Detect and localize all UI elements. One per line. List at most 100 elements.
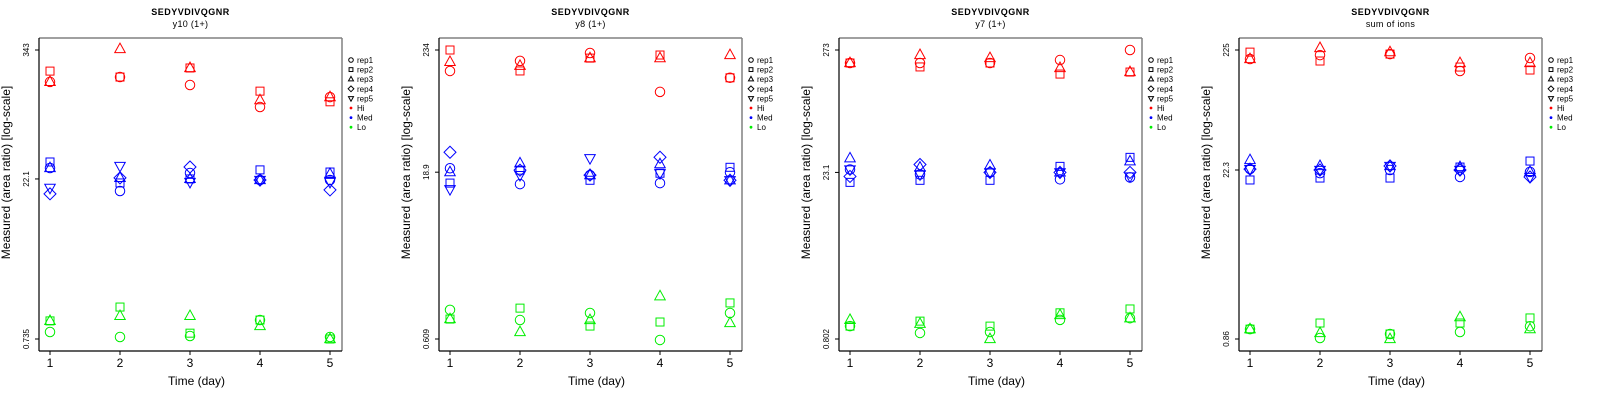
data-point-hi-rep3 (1453, 56, 1467, 68)
legend-triangle-down-icon (1147, 96, 1155, 103)
data-point-lo-rep2 (1525, 313, 1535, 323)
data-point-hi-rep3 (913, 48, 927, 60)
data-point-hi-rep3 (1523, 56, 1537, 68)
data-point-hi-rep3 (1053, 61, 1067, 73)
data-point-lo-rep1 (514, 314, 526, 326)
y-tick-label: 343 (22, 43, 31, 57)
legend-label: Lo (757, 123, 766, 132)
data-point-lo-rep2 (725, 298, 735, 308)
data-point-hi-rep3 (323, 90, 337, 102)
data-point-lo-rep3 (43, 313, 57, 326)
data-point-med-rep1 (584, 169, 596, 181)
data-point-med-rep1 (114, 185, 126, 197)
data-point-med-rep5 (183, 177, 197, 189)
data-point-lo-rep1 (184, 330, 196, 342)
data-point-med-rep5 (843, 165, 857, 177)
data-point-hi-rep2 (45, 66, 55, 76)
legend-label: Med (757, 114, 773, 123)
x-tick-label: 5 (327, 356, 334, 370)
x-tick-label: 3 (187, 356, 194, 370)
data-point-lo-rep3 (113, 309, 127, 321)
legend-circle-icon (1548, 57, 1554, 63)
data-point-hi-rep1 (1384, 48, 1396, 60)
data-point-hi-rep3 (983, 51, 997, 63)
y-tick-label: 273 (822, 43, 831, 57)
legend-dot-icon (349, 125, 353, 129)
x-tick-label: 3 (987, 356, 994, 370)
data-point-lo-rep3 (443, 312, 457, 324)
data-point-med-rep5 (1453, 165, 1467, 177)
chart-title: SEDYVDIVQGNR (1351, 7, 1430, 17)
data-point-med-rep5 (1383, 161, 1397, 173)
data-point-med-rep5 (443, 185, 457, 197)
data-point-hi-rep3 (843, 56, 857, 68)
chart-subtitle: y7 (1+) (975, 19, 1005, 29)
data-point-med-rep3 (1053, 165, 1067, 177)
data-point-hi-rep1 (1314, 49, 1326, 61)
data-point-med-rep5 (913, 170, 927, 182)
data-point-hi-rep2 (1245, 47, 1255, 57)
data-point-hi-rep2 (1055, 69, 1065, 79)
y-tick-label: 0.802 (822, 328, 831, 349)
data-point-med-rep2 (1245, 175, 1255, 185)
legend-label: rep1 (357, 56, 374, 65)
legend-label: Hi (1557, 104, 1565, 113)
data-point-lo-rep1 (584, 307, 596, 319)
x-tick-label: 2 (1317, 356, 1324, 370)
data-point-hi-rep3 (43, 74, 57, 87)
legend-dot-icon (1549, 116, 1553, 119)
legend-circle-icon (348, 57, 354, 63)
x-tick-label: 4 (657, 356, 664, 370)
data-point-med-rep1 (1454, 171, 1466, 183)
data-point-lo-rep2 (1455, 318, 1465, 328)
legend-label: rep1 (1157, 56, 1174, 65)
legend-label: rep2 (357, 66, 374, 75)
x-tick-label: 4 (257, 356, 264, 370)
data-point-med-rep2 (725, 162, 735, 172)
chart-title: SEDYVDIVQGNR (551, 7, 630, 17)
data-point-hi-rep2 (655, 50, 665, 60)
data-point-lo-rep2 (185, 328, 195, 338)
x-tick-label: 1 (847, 356, 854, 370)
data-point-lo-rep3 (913, 316, 927, 328)
data-point-lo-rep3 (983, 332, 997, 344)
data-point-med-rep1 (44, 162, 56, 174)
legend-label: rep3 (757, 75, 774, 84)
data-point-hi-rep1 (44, 76, 56, 88)
legend-label: Med (1157, 114, 1173, 123)
data-point-hi-rep1 (1054, 54, 1066, 66)
data-point-med-rep2 (915, 175, 925, 185)
legend-dot-icon (1149, 106, 1153, 110)
legend-label: rep2 (1557, 66, 1574, 75)
data-point-med-rep2 (255, 165, 265, 175)
data-point-hi-rep1 (724, 72, 736, 84)
data-point-lo-rep3 (1313, 326, 1327, 338)
data-point-med-rep2 (1055, 161, 1065, 171)
data-point-med-rep3 (723, 173, 737, 185)
data-point-hi-rep1 (1524, 52, 1536, 64)
y-axis-label: Measured (area ratio) [log-scale] (0, 86, 13, 259)
data-point-med-rep1 (984, 167, 996, 178)
legend-diamond-icon (747, 85, 755, 93)
legend-label: Med (357, 114, 373, 123)
data-point-med-rep2 (985, 175, 995, 185)
chart-panel: SEDYVDIVQGNR y10 (1+) 343 22.1 0.735 1 2 3 4 5 Tim… (0, 7, 374, 388)
data-point-med-rep3 (183, 172, 197, 184)
data-point-hi-rep3 (653, 51, 667, 63)
data-point-hi-rep3 (1313, 41, 1327, 53)
data-point-med-rep5 (113, 161, 127, 173)
data-point-lo-rep1 (654, 334, 666, 346)
legend-label: rep4 (1157, 85, 1174, 94)
data-point-lo-rep1 (44, 326, 56, 338)
legend-label: rep5 (1557, 94, 1574, 103)
data-point-med-rep2 (115, 178, 125, 188)
data-point-med-rep2 (445, 178, 455, 188)
data-point-med-rep3 (253, 173, 267, 185)
legend-label: Hi (1157, 104, 1165, 113)
data-point-hi-rep1 (114, 71, 126, 83)
legend-diamond-icon (1147, 85, 1155, 93)
data-point-med-rep4 (113, 171, 127, 185)
data-point-hi-rep1 (844, 57, 856, 69)
